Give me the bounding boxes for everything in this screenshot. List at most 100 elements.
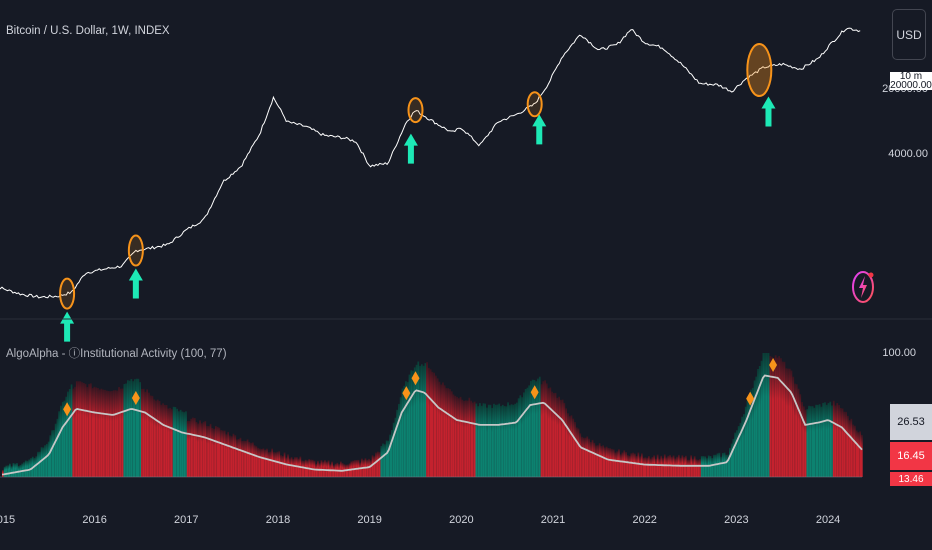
indicator-bar xyxy=(218,427,221,477)
indicator-bar xyxy=(774,355,777,477)
indicator-bar xyxy=(646,457,648,477)
indicator-bar xyxy=(653,455,655,477)
indicator-bar xyxy=(169,407,171,477)
indicator-bar xyxy=(794,383,796,477)
indicator-bar xyxy=(584,437,587,477)
indicator-bar xyxy=(410,370,413,477)
indicator-bar xyxy=(773,358,775,477)
indicator-bar xyxy=(438,381,441,477)
indicator-bar xyxy=(42,447,45,477)
price-tick-label: 4000.00 xyxy=(888,148,928,160)
indicator-bar xyxy=(220,430,222,477)
indicator-bar xyxy=(40,447,43,477)
indicator-bar xyxy=(3,466,6,477)
indicator-bar xyxy=(778,356,780,477)
indicator-bar xyxy=(607,448,610,477)
indicator-bar xyxy=(447,388,450,477)
indicator-bar xyxy=(294,457,296,477)
indicator-bar xyxy=(537,378,539,477)
indicator-bar xyxy=(16,463,18,477)
indicator-bar xyxy=(155,400,157,477)
indicator-bar xyxy=(12,463,15,477)
indicator-bar xyxy=(202,421,205,477)
indicator-bar xyxy=(452,394,455,477)
indicator-bar xyxy=(208,426,210,477)
indicator-bar xyxy=(406,382,409,477)
indicator-bar xyxy=(545,383,548,477)
indicator-bar xyxy=(60,405,62,477)
indicator-bar xyxy=(713,454,715,477)
indicator-bar xyxy=(232,433,235,477)
indicator-bar xyxy=(84,383,87,477)
indicator-bar xyxy=(730,443,733,477)
indicator-bar xyxy=(206,425,208,477)
diamond-marker-icon xyxy=(746,391,755,406)
indicator-bar xyxy=(593,442,596,477)
indicator-bar xyxy=(65,396,68,477)
indicator-bar xyxy=(102,389,104,477)
indicator-bar xyxy=(68,389,71,477)
indicator-bar xyxy=(148,392,150,477)
indicator-bar xyxy=(625,452,627,477)
indicator-bar xyxy=(134,379,136,477)
indicator-bar xyxy=(26,460,29,477)
indicator-bar xyxy=(526,387,529,477)
indicator-bar xyxy=(792,376,795,477)
indicator-bar xyxy=(711,458,714,477)
indicator-bar xyxy=(560,399,562,477)
indicator-bar xyxy=(188,421,191,477)
indicator-bar xyxy=(83,383,85,477)
indicator-bar xyxy=(292,459,295,477)
indicator-bar xyxy=(487,404,490,477)
indicator-bar xyxy=(260,449,263,477)
indicator-bar xyxy=(153,399,156,477)
indicator-bar xyxy=(285,457,288,477)
up-arrow-icon xyxy=(403,133,418,164)
indicator-bar xyxy=(609,448,611,477)
indicator-bar xyxy=(788,368,791,477)
indicator-bar xyxy=(197,423,200,477)
indicator-bar xyxy=(172,406,175,477)
indicator-bar xyxy=(47,441,50,477)
indicator-bar xyxy=(473,401,476,477)
indicator-bar xyxy=(396,409,398,477)
indicator-bar xyxy=(718,452,721,477)
indicator-bar xyxy=(771,356,773,477)
indicator-bar xyxy=(602,445,604,477)
indicator-bar xyxy=(533,380,536,477)
indicator-bar xyxy=(674,458,677,477)
indicator-bar xyxy=(709,456,712,477)
indicator-bar xyxy=(475,403,478,477)
indicator-bar xyxy=(387,440,390,477)
indicator-bar xyxy=(519,395,522,477)
indicator-bar xyxy=(570,415,573,477)
indicator-bar xyxy=(523,392,525,477)
indicator-bar xyxy=(582,437,585,477)
indicator-bar xyxy=(371,455,374,477)
indicator-bar xyxy=(505,406,508,477)
indicator-bar xyxy=(100,388,103,477)
indicator-bar xyxy=(176,408,178,477)
indicator-bar xyxy=(813,407,816,477)
indicator-bar xyxy=(676,456,678,477)
indicator-bar xyxy=(579,433,582,477)
indicator-bar xyxy=(230,436,233,477)
lightning-bolt-icon[interactable] xyxy=(851,270,875,304)
time-tick-label: 2023 xyxy=(724,514,748,526)
indicator-title[interactable]: AlgoAlpha - ⓘInstitutional Activity (100… xyxy=(6,348,227,360)
indicator-bar xyxy=(273,452,275,477)
indicator-bar xyxy=(827,403,830,477)
indicator-bar xyxy=(137,378,140,477)
indicator-bar xyxy=(516,402,518,477)
indicator-bar xyxy=(567,413,569,477)
indicator-bar xyxy=(53,430,55,477)
diamond-marker-icon xyxy=(63,402,72,417)
last-price-tag: 10 m 20000.00 xyxy=(890,72,932,90)
indicator-bar xyxy=(457,398,460,477)
currency-button[interactable]: USD xyxy=(892,9,926,60)
indicator-bar xyxy=(127,380,129,477)
time-tick-label: 2015 xyxy=(0,514,15,526)
indicator-bar xyxy=(290,457,293,477)
indicator-bar xyxy=(839,408,842,477)
indicator-bar xyxy=(841,408,844,477)
